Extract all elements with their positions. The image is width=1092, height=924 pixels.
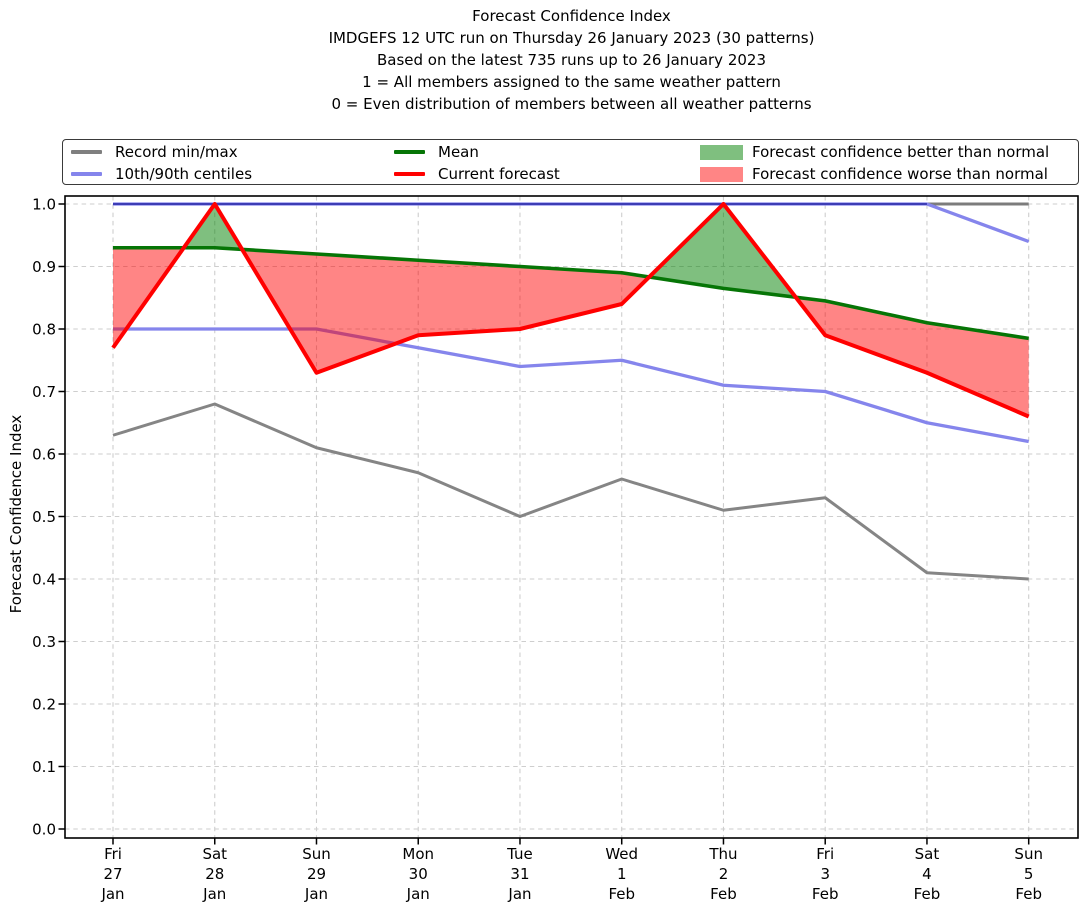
legend-column-2: Mean Current forecast xyxy=(394,142,560,186)
x-tick-label: Feb xyxy=(710,885,737,903)
legend-label: Record min/max xyxy=(115,143,238,161)
legend-item-better-than-normal: Forecast confidence better than normal xyxy=(700,142,1049,162)
legend-label: Mean xyxy=(438,143,479,161)
x-tick-label: Jan xyxy=(304,885,328,903)
record-min-line xyxy=(112,402,1029,581)
chart-subtitle-run: IMDGEFS 12 UTC run on Thursday 26 Januar… xyxy=(328,29,815,47)
x-tick-label: 2 xyxy=(719,865,729,883)
x-tick-label: 28 xyxy=(205,865,224,883)
x-tick-label: Wed xyxy=(605,845,638,863)
y-tick-label: 0.1 xyxy=(32,758,56,776)
centile-10-line xyxy=(113,327,1029,444)
x-tick-label: Feb xyxy=(914,885,941,903)
legend-item-worse-than-normal: Forecast confidence worse than normal xyxy=(700,164,1049,184)
y-tick-label: 0.2 xyxy=(32,695,56,713)
x-tick-label: Mon xyxy=(402,845,434,863)
legend-column-1: Record min/max 10th/90th centiles xyxy=(71,142,252,186)
y-tick-label: 0.7 xyxy=(32,383,56,401)
x-tick-label: Feb xyxy=(608,885,635,903)
mean-swatch xyxy=(394,150,425,154)
x-tick-label: Sun xyxy=(1014,845,1043,863)
y-tick-label: 0.9 xyxy=(32,258,56,276)
x-tick-label: Thu xyxy=(708,845,737,863)
chart-subtitle-scale-zero: 0 = Even distribution of members between… xyxy=(331,95,812,113)
worse-than-normal-swatch xyxy=(700,166,743,182)
current-forecast-line xyxy=(111,202,1030,419)
mean-line xyxy=(113,245,1029,341)
x-tick-label: 29 xyxy=(307,865,326,883)
better-than-normal-fill xyxy=(649,204,796,298)
chart-header: Forecast Confidence Index IMDGEFS 12 UTC… xyxy=(65,5,1078,115)
legend-label: Current forecast xyxy=(438,165,560,183)
x-tick-label: Jan xyxy=(100,885,124,903)
worse-than-normal-fill xyxy=(242,249,650,373)
chart-title: Forecast Confidence Index xyxy=(472,7,671,25)
x-tick-label: Sat xyxy=(202,845,227,863)
legend-column-3: Forecast confidence better than normal F… xyxy=(700,142,1049,186)
record-minmax-swatch xyxy=(71,150,102,154)
x-tick-label: Tue xyxy=(506,845,533,863)
centiles-swatch xyxy=(71,172,102,176)
legend-label: Forecast confidence worse than normal xyxy=(752,165,1048,183)
x-tick-label: Sat xyxy=(915,845,940,863)
y-tick-label: 0.6 xyxy=(32,445,56,463)
x-tick-label: Feb xyxy=(812,885,839,903)
y-tick-label: 0.3 xyxy=(32,633,56,651)
x-tick-label: 1 xyxy=(617,865,627,883)
legend-item-mean: Mean xyxy=(394,142,560,162)
legend-item-centiles: 10th/90th centiles xyxy=(71,164,252,184)
y-tick-label: 1.0 xyxy=(32,195,56,213)
y-tick-label: 0.5 xyxy=(32,508,56,526)
x-tick-label: 5 xyxy=(1024,865,1034,883)
x-tick-label: Fri xyxy=(816,845,834,863)
chart-subtitle-runs-count: Based on the latest 735 runs up to 26 Ja… xyxy=(376,51,767,69)
legend-item-current-forecast: Current forecast xyxy=(394,164,560,184)
better-than-normal-fill xyxy=(183,204,243,250)
worse-than-normal-fill xyxy=(795,297,1029,417)
x-tick-label: 27 xyxy=(103,865,122,883)
legend-label: 10th/90th centiles xyxy=(115,165,253,183)
x-tick-label: Jan xyxy=(202,885,226,903)
x-tick-label: 30 xyxy=(409,865,428,883)
x-tick-label: Sun xyxy=(302,845,331,863)
centile-90-line xyxy=(113,202,1030,244)
x-tick-label: 3 xyxy=(820,865,830,883)
y-tick-label: 0.0 xyxy=(32,820,56,838)
x-tick-label: 4 xyxy=(922,865,932,883)
x-tick-label: 31 xyxy=(510,865,529,883)
x-tick-label: Jan xyxy=(507,885,531,903)
legend-label: Forecast confidence better than normal xyxy=(752,143,1050,161)
chart-legend: Record min/max 10th/90th centiles Mean C… xyxy=(62,139,1079,185)
y-tick-label: 0.4 xyxy=(32,570,56,588)
chart-subtitle-scale-one: 1 = All members assigned to the same wea… xyxy=(362,73,781,91)
current-forecast-swatch xyxy=(394,172,425,176)
x-tick-label: Fri xyxy=(104,845,122,863)
legend-item-record-minmax: Record min/max xyxy=(71,142,252,162)
better-than-normal-swatch xyxy=(700,144,743,160)
x-tick-label: Jan xyxy=(406,885,430,903)
x-tick-label: Feb xyxy=(1015,885,1042,903)
y-tick-label: 0.8 xyxy=(32,320,56,338)
